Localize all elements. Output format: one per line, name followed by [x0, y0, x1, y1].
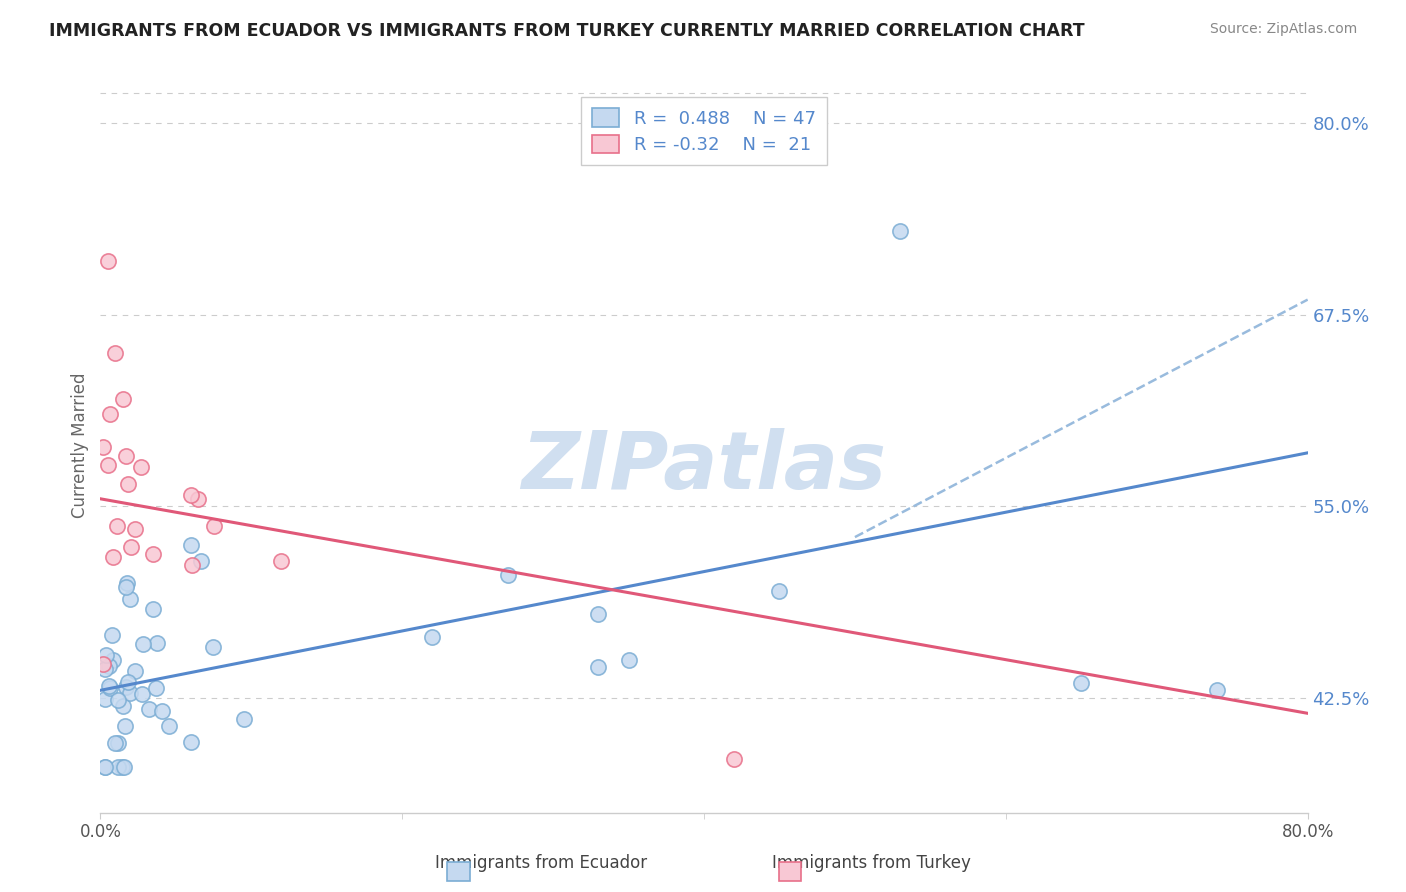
Point [97, 458, 120, 473]
Y-axis label: Currently Married: Currently Married [72, 373, 89, 518]
Point [270, 554, 292, 568]
Text: Immigrants from Turkey: Immigrants from Turkey [772, 855, 972, 872]
Point [98, 681, 121, 695]
Point [94, 648, 117, 662]
Point [118, 591, 141, 606]
Point [617, 653, 640, 667]
Point [112, 760, 135, 774]
Point [422, 630, 444, 644]
Point [146, 636, 169, 650]
Point [588, 607, 610, 621]
Point [120, 540, 142, 554]
Point [103, 736, 125, 750]
Point [588, 660, 610, 674]
Point [132, 637, 155, 651]
Point [129, 459, 152, 474]
Point [114, 719, 136, 733]
Point [768, 583, 790, 598]
Point [150, 704, 173, 718]
Text: IMMIGRANTS FROM ECUADOR VS IMMIGRANTS FROM TURKEY CURRENTLY MARRIED CORRELATION : IMMIGRANTS FROM ECUADOR VS IMMIGRANTS FR… [49, 22, 1085, 40]
Point [142, 547, 165, 561]
Point [104, 346, 127, 360]
Point [115, 680, 138, 694]
Point [180, 488, 202, 502]
Legend: R =  0.488    N = 47, R = -0.32    N =  21: R = 0.488 N = 47, R = -0.32 N = 21 [582, 97, 827, 165]
Point [98, 679, 121, 693]
Point [124, 664, 146, 678]
Point [94, 760, 117, 774]
Point [117, 477, 139, 491]
Point [107, 693, 129, 707]
Point [157, 719, 180, 733]
Point [101, 628, 124, 642]
Point [107, 760, 129, 774]
Point [94, 760, 117, 774]
Point [114, 580, 136, 594]
Point [107, 736, 129, 750]
Point [98, 659, 121, 673]
Point [233, 713, 256, 727]
Point [94, 662, 117, 676]
Text: ZIPatlas: ZIPatlas [522, 428, 887, 507]
Text: Immigrants from Ecuador: Immigrants from Ecuador [436, 855, 647, 872]
Text: Source: ZipAtlas.com: Source: ZipAtlas.com [1209, 22, 1357, 37]
Point [98, 407, 121, 421]
Point [138, 702, 160, 716]
Point [145, 681, 167, 695]
Point [181, 558, 204, 572]
Point [180, 538, 202, 552]
Point [202, 519, 225, 533]
Point [117, 675, 139, 690]
Point [1206, 683, 1229, 698]
Point [93, 440, 115, 454]
Point [115, 575, 138, 590]
Point [142, 601, 165, 615]
Point [180, 735, 202, 749]
Point [111, 392, 134, 407]
Point [190, 554, 212, 568]
Point [93, 657, 115, 671]
Point [101, 549, 124, 564]
Point [120, 686, 142, 700]
Point [889, 224, 911, 238]
Point [101, 653, 124, 667]
Point [105, 519, 128, 533]
Point [111, 760, 134, 774]
Point [496, 568, 519, 582]
Point [131, 687, 153, 701]
Point [112, 699, 135, 714]
Point [202, 640, 225, 655]
Point [723, 752, 745, 766]
Point [187, 492, 209, 507]
Point [115, 449, 138, 463]
Point [97, 254, 120, 268]
Point [1070, 675, 1092, 690]
Point [124, 522, 146, 536]
Point [94, 692, 117, 706]
